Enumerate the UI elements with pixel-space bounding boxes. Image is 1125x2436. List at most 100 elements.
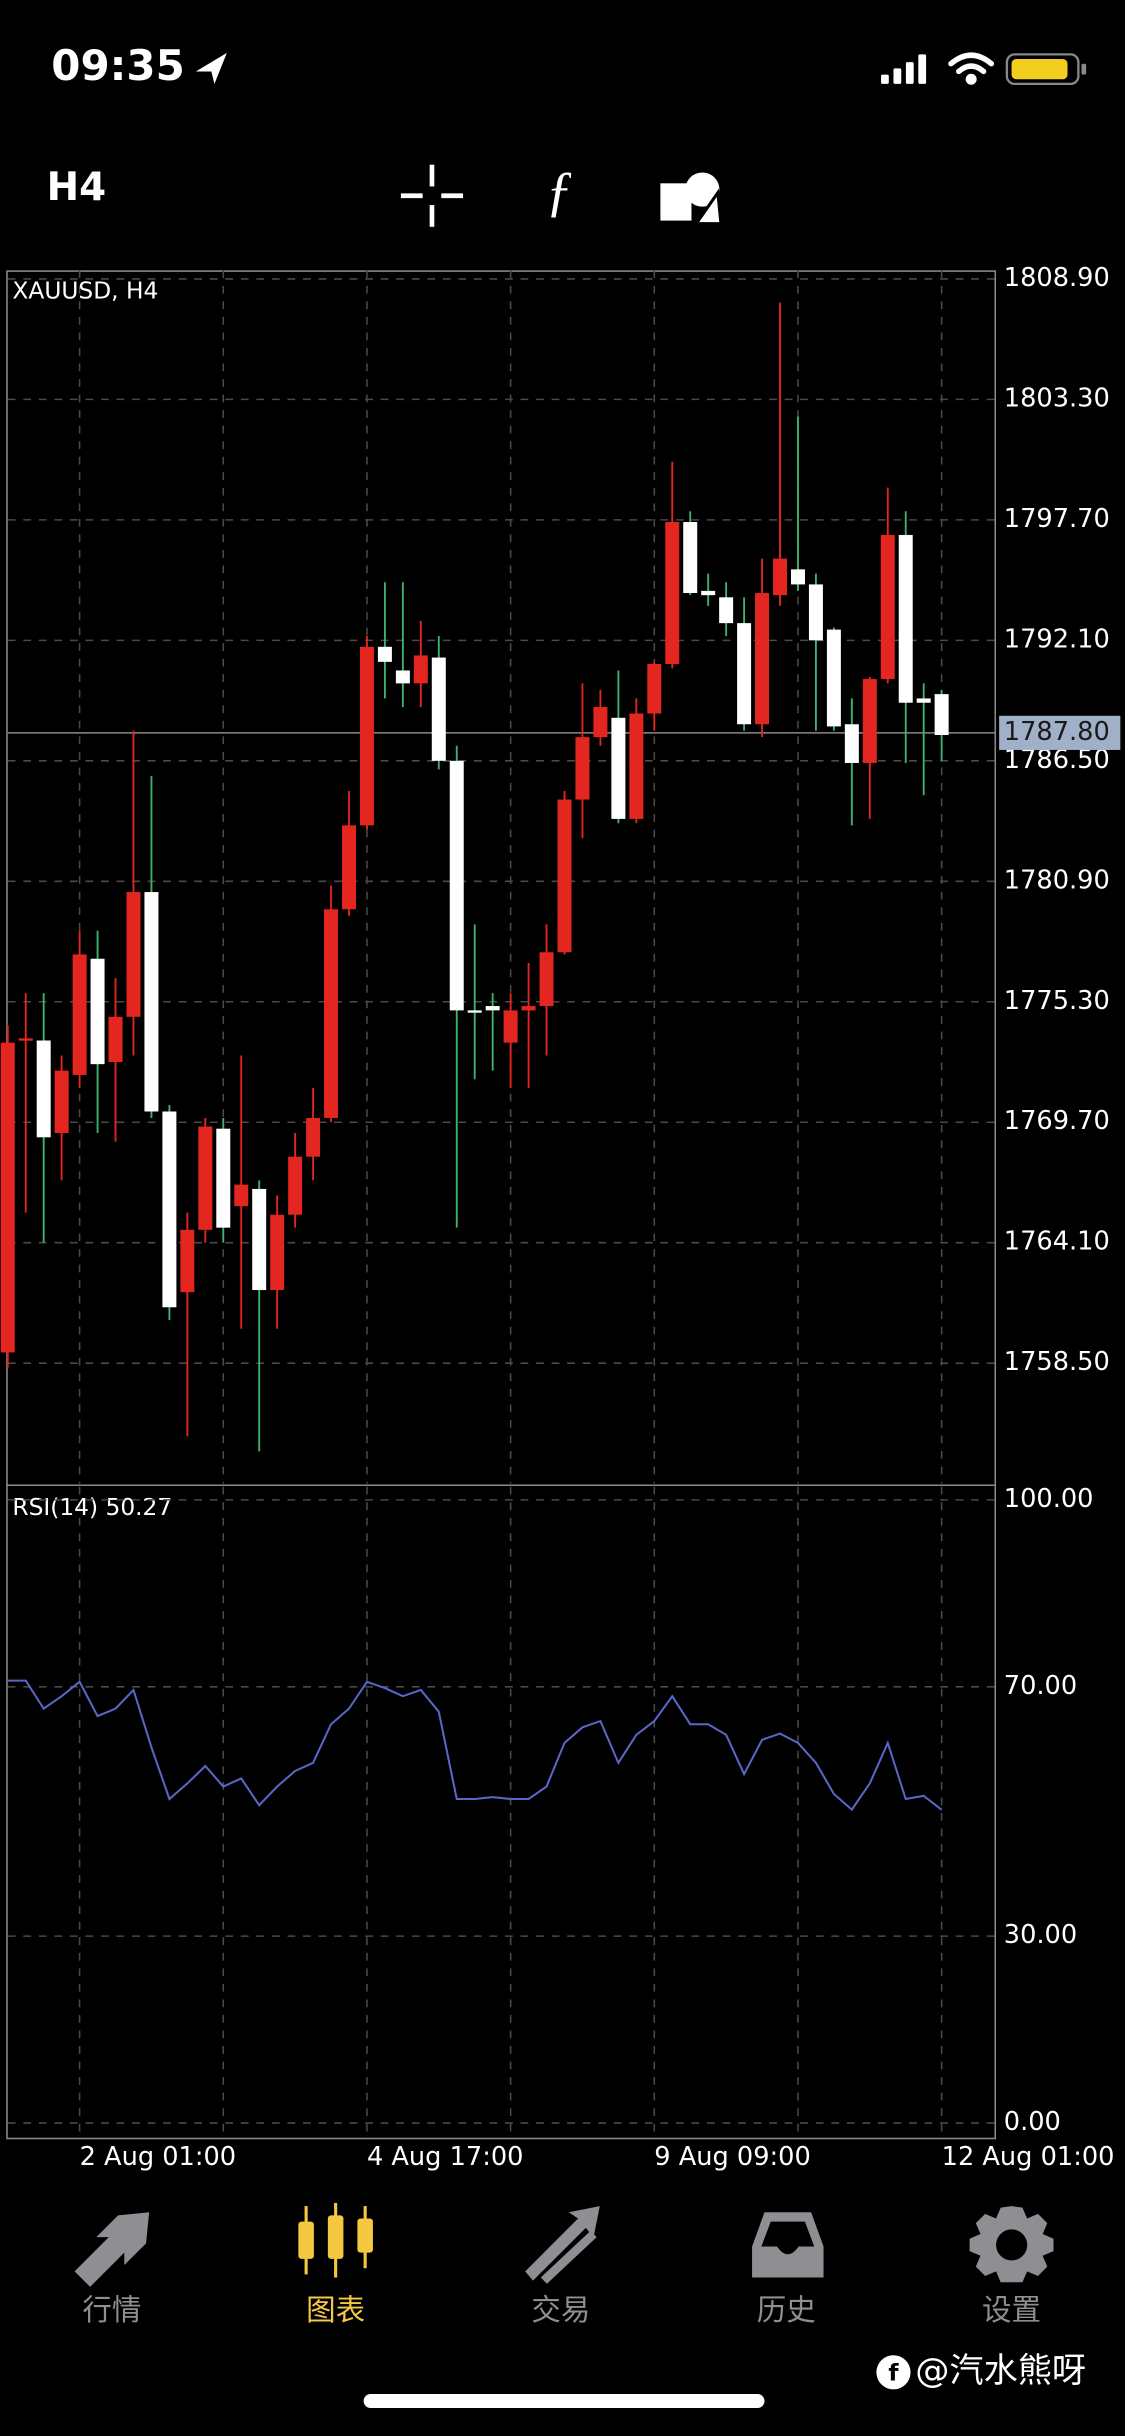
tab-icon[interactable] <box>969 2206 1054 2283</box>
candle-body <box>144 892 159 1112</box>
y-tick-label: 30.00 <box>1004 1920 1077 1950</box>
y-tick-label: 100.00 <box>1004 1484 1094 1514</box>
tab-label[interactable]: 图表 <box>306 2293 365 2327</box>
y-tick-label: 1780.90 <box>1004 865 1110 895</box>
y-tick-label: 1808.90 <box>1004 263 1110 293</box>
tab-icon[interactable] <box>752 2212 824 2278</box>
candle-body <box>683 522 698 594</box>
candle-body <box>521 1006 536 1011</box>
candle-body <box>575 737 590 800</box>
candle-body <box>234 1184 249 1207</box>
x-tick-label: 4 Aug 17:00 <box>367 2142 523 2172</box>
candle-body <box>413 655 428 684</box>
candle-body <box>216 1128 231 1228</box>
tab-icon[interactable] <box>74 2212 150 2287</box>
battery-icon <box>1005 53 1087 86</box>
candle-body <box>916 698 931 703</box>
candle-body <box>755 593 770 725</box>
tab-icon[interactable] <box>525 2206 600 2284</box>
x-tick-label: 2 Aug 01:00 <box>80 2142 236 2172</box>
candle-body <box>862 679 877 763</box>
candle-body <box>467 1010 482 1013</box>
candle-body <box>72 954 87 1075</box>
tab-bar <box>74 2202 1054 2287</box>
candle-body <box>539 952 554 1007</box>
y-tick-label: 1792.10 <box>1004 624 1110 654</box>
crosshair-button[interactable] <box>400 164 464 227</box>
tab-label[interactable]: 交易 <box>531 2293 590 2327</box>
candle-body <box>593 707 608 738</box>
y-tick-label: 1797.70 <box>1004 504 1110 534</box>
tab-label[interactable]: 行情 <box>82 2293 141 2327</box>
candle-body <box>485 1006 500 1011</box>
candle-body <box>737 623 752 725</box>
plot-area: 2 Aug 01:00 4 Aug 17:00 9 Aug 09:00 12 Aug … <box>0 263 1121 2172</box>
candle-body <box>844 724 859 763</box>
wifi-icon <box>948 52 995 85</box>
candle-body <box>449 760 464 1011</box>
rsi-line <box>7 1679 943 1812</box>
candle-body <box>377 646 392 662</box>
candle-body <box>880 534 895 680</box>
candle-body <box>0 1042 15 1353</box>
candle-body <box>431 657 446 761</box>
svg-text:f: f <box>888 2359 899 2386</box>
candle-body <box>359 646 374 826</box>
candle-body <box>557 799 572 953</box>
candle-body <box>306 1117 321 1157</box>
current-price-box <box>999 715 1121 750</box>
candle-body <box>503 1010 518 1043</box>
candle-body <box>719 597 734 624</box>
objects-button[interactable] <box>660 172 723 226</box>
tab-label[interactable]: 设置 <box>982 2293 1041 2327</box>
candle-body <box>342 825 356 910</box>
candle-body <box>36 1040 51 1138</box>
candle-body <box>395 670 410 684</box>
candle-body <box>270 1214 285 1291</box>
timeframe[interactable]: H4 <box>47 165 107 210</box>
tab-label[interactable]: 历史 <box>757 2293 816 2327</box>
candle-body <box>108 1016 123 1063</box>
candle-body <box>629 713 644 819</box>
watermark: f @汽水熊呀 <box>876 2351 1086 2391</box>
candle-body <box>90 958 105 1065</box>
candle-body <box>162 1111 177 1308</box>
candle-body <box>826 629 841 727</box>
y-tick-label: 1803.30 <box>1004 383 1110 413</box>
pane-title: RSI(14) 50.27 <box>12 1494 172 1521</box>
candle-body <box>198 1126 213 1230</box>
current-price-label: 1787.80 <box>1004 717 1110 747</box>
candle-body <box>934 694 949 736</box>
candle-body <box>126 892 141 1017</box>
candle-body <box>790 569 805 585</box>
candle-body <box>898 534 913 703</box>
candle-body <box>701 590 716 596</box>
y-tick-label: 1764.10 <box>1004 1227 1110 1257</box>
indicator-button[interactable]: ƒ <box>545 161 573 223</box>
y-tick-label: 0.00 <box>1004 2107 1061 2137</box>
candle-body <box>647 664 662 714</box>
candle-body <box>324 909 339 1118</box>
candle-body <box>54 1070 69 1133</box>
candle-body <box>18 1038 33 1041</box>
signal-icon <box>881 54 927 84</box>
status-time: 09:35 <box>51 41 185 90</box>
candle-body <box>288 1156 303 1215</box>
x-tick-label: 12 Aug 01:00 <box>942 2142 1115 2172</box>
candle-body <box>773 558 788 596</box>
candle-body <box>665 522 680 665</box>
candle-body <box>180 1229 195 1293</box>
home-indicator <box>363 2394 765 2409</box>
candle-body <box>611 717 626 819</box>
y-tick-label: 1758.50 <box>1004 1347 1110 1377</box>
tab-icon[interactable] <box>298 2202 373 2278</box>
watermark-text: @汽水熊呀 <box>915 2351 1086 2391</box>
y-tick-label: 1769.70 <box>1004 1106 1110 1136</box>
pane-title: XAUUSD, H4 <box>12 278 158 305</box>
location-icon <box>195 52 227 84</box>
y-tick-label: 1775.30 <box>1004 986 1110 1016</box>
x-tick-label: 9 Aug 09:00 <box>654 2142 810 2172</box>
y-tick-label: 70.00 <box>1004 1671 1077 1701</box>
